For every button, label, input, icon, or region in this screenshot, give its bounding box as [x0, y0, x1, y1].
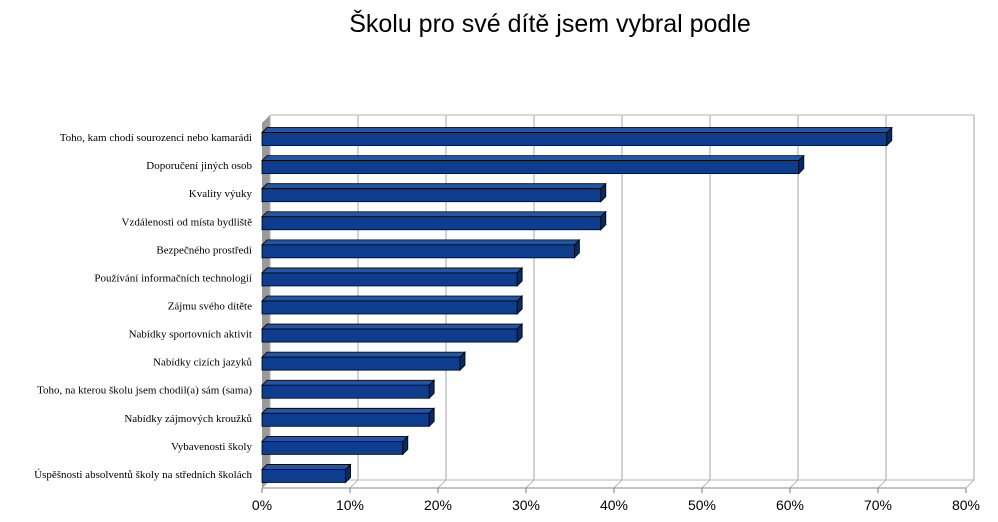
bar-end-face: [516, 323, 523, 344]
bar: [261, 463, 352, 484]
x-tick-label: 30%: [512, 497, 540, 513]
floor-gridline: [349, 479, 359, 489]
bar-top-face: [261, 379, 436, 386]
category-label: Úspěšnosti absolventů školy na středních…: [34, 469, 252, 481]
bar: [261, 182, 607, 203]
category-label: Nabídky sportovních aktivit: [129, 329, 252, 341]
bar-end-face: [600, 210, 607, 231]
floor-gridline: [613, 479, 623, 489]
bar-end-face: [459, 351, 466, 372]
x-tick-label: 40%: [600, 497, 628, 513]
bar-top-face: [261, 407, 436, 414]
x-tick-label: 20%: [424, 497, 452, 513]
bar-front-face: [261, 188, 602, 203]
floor-gridline: [877, 479, 887, 489]
bar: [261, 379, 436, 400]
bar: [261, 126, 893, 147]
bar-top-face: [261, 267, 524, 274]
bar-end-face: [516, 266, 523, 287]
category-label: Používání informačních technologií: [94, 272, 252, 284]
category-label: Kvality výuky: [189, 188, 253, 200]
x-tick-label: 50%: [688, 497, 716, 513]
floor-gridline: [437, 479, 447, 489]
category-label: Toho, kam chodí sourozenci nebo kamarádi: [60, 132, 252, 144]
bar-front-face: [261, 412, 430, 427]
bar-top-face: [261, 323, 524, 330]
bar-end-face: [886, 126, 893, 147]
bar-front-face: [261, 160, 800, 175]
bar-front-face: [261, 384, 430, 399]
bar-top-face: [261, 155, 805, 162]
category-label: Bezpečného prostředí: [156, 244, 252, 256]
bars-group: [261, 126, 893, 484]
bar-top-face: [261, 211, 607, 218]
category-labels: Toho, kam chodí sourozenci nebo kamarádi…: [34, 132, 252, 481]
bar: [261, 154, 805, 175]
bar: [261, 407, 436, 428]
floor-gridline: [965, 479, 975, 489]
x-tick-label: 0%: [252, 497, 272, 513]
bar: [261, 266, 524, 287]
bar-front-face: [261, 132, 888, 146]
floor-gridline: [525, 479, 535, 489]
bar-top-face: [261, 464, 352, 470]
bar-front-face: [261, 356, 461, 371]
bar-top-face: [261, 435, 409, 442]
category-label: Zájmu svého dítěte: [168, 301, 252, 313]
bar-end-face: [402, 435, 409, 456]
bar-end-face: [428, 379, 435, 400]
category-label: Vybavenosti školy: [171, 441, 252, 453]
bar-front-face: [261, 328, 518, 343]
category-label: Nabídky cizích jazyků: [153, 357, 252, 369]
bar-front-face: [261, 440, 404, 455]
bar-front-face: [261, 300, 518, 315]
bar-end-face: [428, 407, 435, 428]
bar-front-face: [261, 244, 575, 259]
x-tick-label: 80%: [952, 497, 980, 513]
bar: [261, 323, 524, 344]
bar-end-face: [798, 154, 805, 175]
bar-top-face: [261, 183, 607, 190]
x-axis-ticks: 0% 10% 20% 30% 40% 50% 60% 70% 80%: [252, 488, 980, 513]
bar-top-face: [261, 239, 581, 246]
category-label: Toho, na kterou školu jsem chodil(a) sám…: [37, 385, 252, 397]
bar-end-face: [600, 182, 607, 203]
floor-gridline: [701, 479, 711, 489]
bar: [261, 351, 466, 372]
category-label: Vzdálenosti od místa bydliště: [122, 216, 253, 228]
bar-front-face: [261, 469, 346, 483]
bar-front-face: [261, 216, 602, 231]
bar: [261, 295, 524, 315]
bar-top-face: [261, 351, 466, 358]
bar: [261, 435, 409, 456]
category-label: Doporučení jiných osob: [146, 160, 252, 172]
bar: [261, 210, 607, 231]
floor-gridline: [789, 479, 799, 489]
x-tick-label: 70%: [864, 497, 892, 513]
category-label: Nabídky zájmových kroužků: [124, 413, 252, 425]
x-tick-label: 10%: [336, 497, 364, 513]
bar-top-face: [261, 295, 524, 302]
bar-end-face: [574, 238, 580, 259]
bar-end-face: [516, 295, 523, 315]
bar-front-face: [261, 272, 518, 287]
x-tick-label: 60%: [776, 497, 804, 513]
bar: [261, 238, 581, 259]
bar-end-face: [345, 463, 352, 484]
bar-top-face: [261, 127, 893, 133]
chart-title: Školu pro své dítě jsem vybral podle: [349, 10, 751, 38]
